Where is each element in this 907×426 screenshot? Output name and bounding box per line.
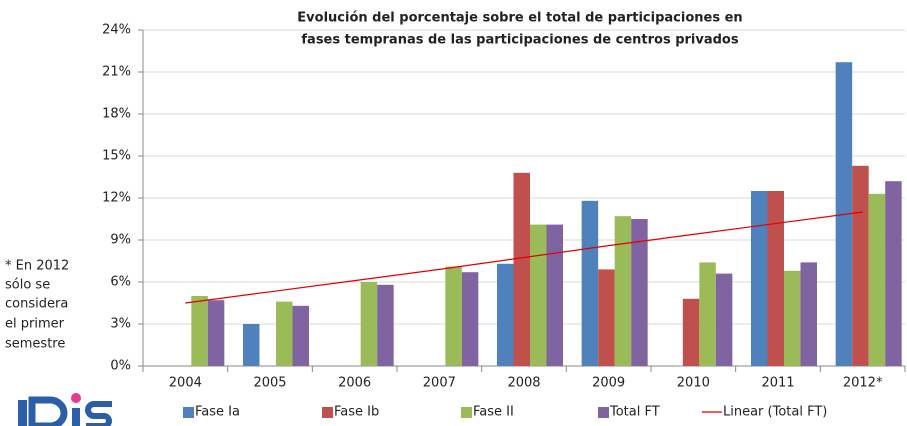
y-tick-label: 15%: [102, 149, 131, 164]
bar: [614, 216, 632, 366]
x-tick-label: 2007: [423, 376, 456, 391]
bar: [852, 165, 869, 366]
bar: [191, 296, 208, 366]
x-tick-label: 2012*: [843, 376, 883, 391]
bar: [784, 270, 801, 366]
bar: [546, 224, 563, 366]
trendline: [185, 211, 863, 304]
bar: [581, 200, 599, 366]
bar: [800, 262, 817, 366]
legend-label: Fase Ia: [195, 405, 240, 420]
y-tick-label: 6%: [110, 275, 131, 290]
legend-label: Fase II: [473, 405, 514, 420]
x-tick-label: 2005: [253, 376, 286, 391]
logo: [18, 393, 112, 426]
y-tick-label: 0%: [110, 359, 131, 374]
bar: [377, 284, 394, 366]
y-tick-label: 9%: [110, 233, 131, 248]
bar: [292, 305, 309, 366]
note: * En 2012: [5, 259, 69, 274]
y-tick-label: 12%: [102, 191, 131, 206]
y-tick-label: 3%: [110, 317, 131, 332]
legend-label: Linear (Total FT): [723, 405, 827, 420]
bar: [461, 272, 479, 366]
legend-swatch: [461, 407, 472, 418]
y-tick-label: 18%: [102, 107, 131, 122]
x-tick-label: 2008: [507, 376, 540, 391]
bar: [598, 269, 615, 366]
bar: [360, 282, 378, 366]
x-tick-label: 2010: [677, 376, 710, 391]
bar: [530, 224, 547, 366]
y-tick-label: 24%: [102, 23, 131, 38]
bar: [276, 301, 293, 366]
bar: [445, 266, 462, 366]
bar: [243, 324, 260, 366]
legend-label: Fase Ib: [334, 405, 379, 420]
bar: [868, 193, 886, 366]
legend-label: Total FT: [609, 405, 660, 420]
bar: [751, 191, 768, 366]
bar: [497, 263, 514, 366]
bar: [682, 298, 700, 366]
legend-swatch: [183, 407, 194, 418]
x-tick-label: 2004: [169, 376, 202, 391]
x-tick-label: 2009: [592, 376, 625, 391]
bar: [699, 262, 716, 366]
bar: [767, 191, 784, 366]
bar: [513, 172, 530, 366]
y-tick-label: 21%: [102, 65, 131, 80]
chart-title: Evolución del porcentaje sobre el total …: [297, 11, 742, 26]
bar: [631, 219, 648, 366]
x-tick-label: 2006: [338, 376, 371, 391]
note: semestre: [5, 337, 65, 352]
x-tick-label: 2011: [761, 376, 794, 391]
bar: [207, 300, 225, 366]
bar: [885, 181, 902, 366]
legend-swatch: [322, 407, 333, 418]
bar: [715, 273, 733, 366]
note: el primer: [5, 317, 65, 332]
note: considera: [5, 297, 68, 312]
legend-swatch: [598, 407, 609, 418]
chart-title: fases tempranas de las participaciones d…: [301, 33, 738, 48]
note: sólo se: [5, 278, 50, 293]
